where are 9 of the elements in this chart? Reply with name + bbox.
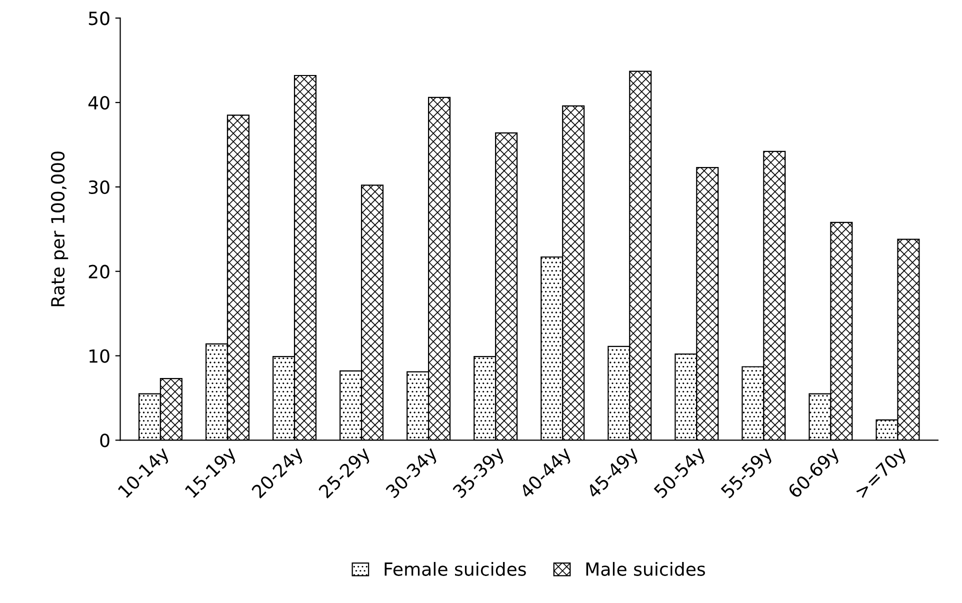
y-tick-label: 50 bbox=[88, 12, 110, 26]
y-tick-label: 40 bbox=[88, 96, 110, 110]
y-tick-label: 20 bbox=[88, 264, 110, 278]
y-tick-label: 0 bbox=[100, 434, 110, 448]
legend-label: Female suicides bbox=[384, 562, 526, 576]
y-axis-title: Rate per 100,000 bbox=[50, 152, 68, 306]
y-tick-label: 30 bbox=[88, 180, 110, 194]
y-tick-label: 10 bbox=[90, 349, 110, 363]
legend-label: Male suicides bbox=[586, 562, 706, 576]
